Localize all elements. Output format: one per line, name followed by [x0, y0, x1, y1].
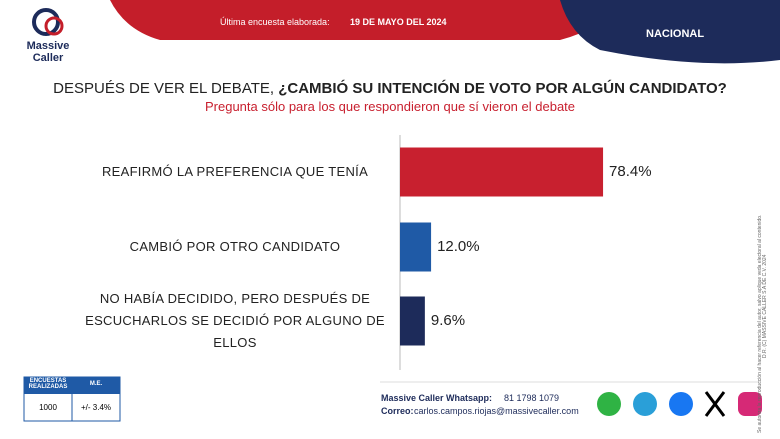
title-text: DESPUÉS DE VER EL DEBATE,: [53, 80, 275, 97]
category-label: REAFIRMÓ LA PREFERENCIA QUE TENÍA: [101, 164, 369, 179]
notice: Se autoriza la reproducción al hacer ref…: [757, 214, 763, 433]
category-label: NO HABÍA DECIDIDO, PERO DESPUÉS DE ESCUC…: [85, 291, 385, 350]
logo: [44, 16, 64, 36]
value-label: 78.4%: [609, 163, 652, 180]
email-label: Correo:: [381, 406, 414, 416]
email: carlos.campos.riojas@massivecaller.com: [414, 406, 579, 416]
bar: [400, 222, 432, 272]
survey-label: Última encuesta elaborada:: [220, 17, 330, 27]
scope: NACIONAL: [646, 28, 705, 40]
table-header-cell: M.E.: [89, 381, 103, 387]
header-band: [110, 0, 620, 40]
telegram-icon[interactable]: [633, 392, 657, 416]
whatsapp-label: Massive Caller Whatsapp:: [381, 393, 493, 403]
subtitle: Pregunta sólo para los que respondieron …: [204, 99, 576, 114]
bar: [400, 147, 604, 197]
instagram-icon[interactable]: [738, 392, 762, 416]
value-label: 9.6%: [430, 312, 466, 329]
title: DESPUÉS DE VER EL DEBATE, ¿CAMBIÓ SU INT…: [0, 80, 780, 97]
x-icon[interactable]: [704, 391, 726, 417]
table-header-cell: ENCUESTAS REALIZADAS: [28, 378, 68, 390]
survey-date: 19 DE MAYO DEL 2024: [350, 17, 447, 27]
value-label: 12.0%: [437, 238, 480, 255]
category-label: CAMBIÓ POR OTRO CANDIDATO: [129, 239, 341, 254]
table-cell: +/- 3.4%: [80, 403, 111, 412]
title-emphasis: ¿CAMBIÓ SU INTENCIÓN DE VOTO POR ALGÚN C…: [278, 80, 727, 97]
brand: Massive Caller: [26, 40, 70, 64]
logo: [32, 8, 60, 36]
whatsapp-icon[interactable]: [597, 392, 621, 416]
bar: [400, 296, 425, 346]
whatsapp: 81 1798 1079: [504, 393, 560, 403]
facebook-icon[interactable]: [669, 392, 693, 416]
table-cell: 1000: [39, 403, 57, 412]
scope-band: [560, 0, 780, 64]
